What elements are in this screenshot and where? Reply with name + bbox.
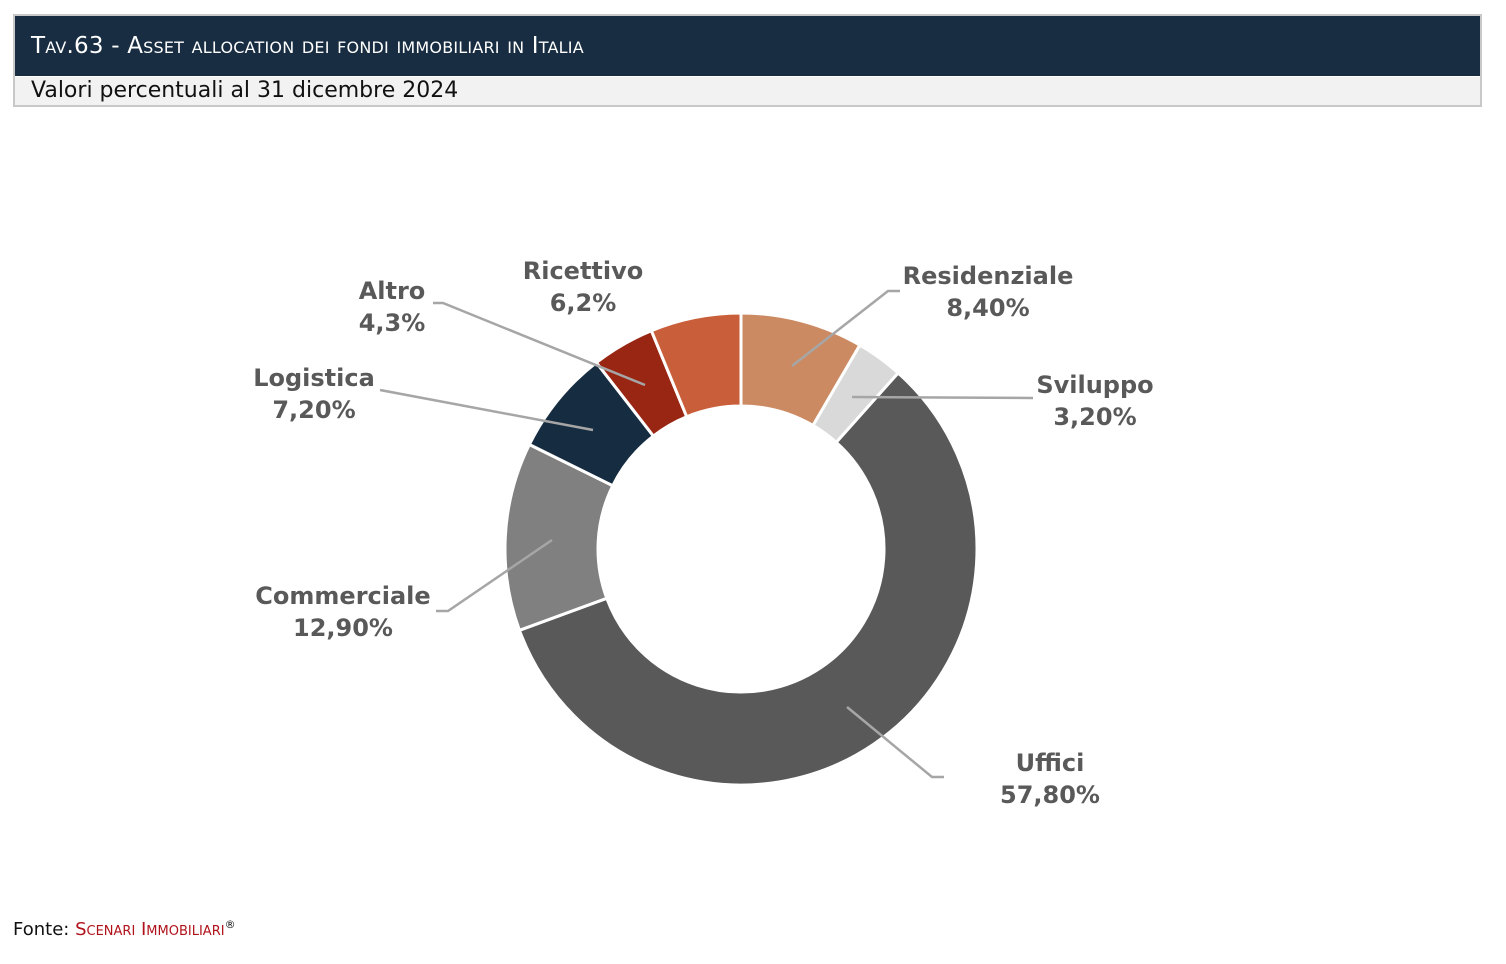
slice-value-logistica: 7,20%	[272, 396, 355, 424]
source-note: Fonte: Scenari Immobiliari®	[13, 918, 236, 940]
slice-value-altro: 4,3%	[359, 309, 426, 337]
table-header: Tav.63 - Asset allocation dei fondi immo…	[13, 14, 1482, 107]
leader-line-logistica	[379, 388, 594, 432]
slice-uffici	[517, 370, 979, 787]
source-prefix: Fonte:	[13, 919, 70, 940]
leader-line-residenziale	[791, 289, 900, 367]
slice-value-residenziale: 8,40%	[946, 294, 1029, 322]
leader-line-uffici	[846, 706, 944, 779]
slice-label-altro: Altro	[359, 277, 426, 305]
slice-label-ricettivo: Ricettivo	[523, 257, 644, 285]
chart-title: Tav.63 - Asset allocation dei fondi immo…	[15, 16, 1480, 76]
slice-label-commerciale: Commerciale	[255, 582, 430, 610]
chart-subtitle: Valori percentuali al 31 dicembre 2024	[15, 77, 1480, 105]
slice-label-uffici: Uffici	[1016, 749, 1085, 777]
leader-line-sviluppo	[851, 395, 1034, 400]
slice-label-sviluppo: Sviluppo	[1036, 371, 1153, 399]
leader-line-commerciale	[436, 538, 553, 613]
leader-line-altro	[433, 301, 646, 387]
slice-ricettivo	[649, 311, 743, 419]
slice-value-commerciale: 12,90%	[293, 614, 393, 642]
slice-label-residenziale: Residenziale	[903, 262, 1074, 290]
slice-value-ricettivo: 6,2%	[550, 289, 617, 317]
source-name: Scenari Immobiliari	[75, 919, 225, 940]
slice-label-logistica: Logistica	[253, 364, 375, 392]
slice-value-uffici: 57,80%	[1000, 781, 1100, 809]
registered-mark: ®	[224, 918, 236, 931]
slice-value-sviluppo: 3,20%	[1053, 403, 1136, 431]
